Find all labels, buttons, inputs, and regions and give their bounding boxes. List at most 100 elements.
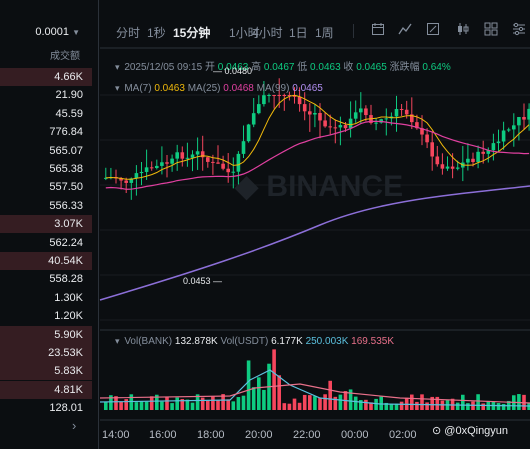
low-value: 0.0463 bbox=[310, 62, 341, 73]
candle-body bbox=[359, 108, 363, 113]
candle-body bbox=[190, 154, 195, 158]
vol-usdt-label: Vol(USDT) bbox=[220, 336, 269, 347]
timeframe-tab[interactable]: 1周 bbox=[315, 26, 334, 40]
precision-selector[interactable]: 0.0001 ▼ bbox=[35, 26, 80, 38]
grid-icon[interactable] bbox=[484, 22, 498, 39]
time-tick-label: 02:00 bbox=[389, 429, 417, 441]
time-tick-label: 16:00 bbox=[149, 429, 177, 441]
candle-body bbox=[160, 162, 164, 166]
candle-body bbox=[297, 96, 302, 105]
candle-body bbox=[134, 173, 139, 179]
candle-body bbox=[119, 178, 123, 181]
change-value: 0.64% bbox=[422, 62, 451, 73]
change-label: 涨跌幅 bbox=[389, 62, 420, 73]
candle-body bbox=[364, 108, 368, 116]
time-tick-label: 18:00 bbox=[197, 429, 225, 441]
candle-body bbox=[277, 95, 281, 96]
volume-bar bbox=[496, 403, 501, 410]
volume-bar bbox=[313, 396, 317, 410]
volume-bar bbox=[155, 394, 159, 410]
volume-bar bbox=[481, 403, 485, 410]
volume-bar bbox=[527, 403, 530, 410]
volume-row: 1.20K bbox=[54, 310, 83, 323]
indicator-icon[interactable] bbox=[398, 22, 412, 39]
volume-bar bbox=[410, 394, 414, 410]
timeframe-tab[interactable]: 1日 bbox=[289, 26, 308, 40]
candle-body bbox=[476, 151, 480, 162]
volume-bar bbox=[369, 402, 373, 410]
volume-bar bbox=[124, 399, 128, 410]
collapse-caret-icon[interactable]: ▾ bbox=[115, 336, 120, 346]
candle-body bbox=[155, 165, 159, 169]
timeframe-tab[interactable]: 1秒 bbox=[147, 26, 166, 40]
volume-bar bbox=[425, 402, 429, 410]
volume-bar bbox=[364, 399, 368, 410]
calendar-icon[interactable] bbox=[371, 22, 385, 39]
time-tick-label: 20:00 bbox=[245, 429, 273, 441]
candle-body bbox=[313, 112, 317, 115]
volume-legend: ▾ Vol(BANK) 132.878K Vol(USDT) 6.177K 25… bbox=[115, 336, 394, 347]
volume-bar bbox=[348, 389, 353, 410]
watermark-icon: ⊙ bbox=[432, 425, 442, 437]
time-tick-label: 00:00 bbox=[341, 429, 369, 441]
high-marker-value: 0.0480 bbox=[224, 66, 253, 76]
vol-bank-label: Vol(BANK) bbox=[124, 336, 173, 347]
volume-row: 45.59 bbox=[55, 107, 83, 120]
vol-bank-value: 132.878K bbox=[174, 336, 218, 347]
timeframe-tab[interactable]: 分时 bbox=[116, 26, 141, 40]
volume-bar bbox=[109, 395, 113, 410]
ma25-value: 0.0468 bbox=[223, 83, 254, 94]
vol-ma2-value: 169.535K bbox=[351, 336, 394, 347]
candle-body bbox=[527, 108, 530, 120]
volume-bar bbox=[287, 403, 292, 410]
timeframe-tab[interactable]: 4小时 bbox=[252, 26, 283, 40]
volume-bar bbox=[430, 396, 434, 410]
volume-bar bbox=[160, 401, 164, 410]
candle-body bbox=[165, 162, 169, 164]
timeframe-tab[interactable]: 1小时 bbox=[229, 26, 260, 40]
candle-body bbox=[292, 95, 297, 97]
volume-column-header: 成交额 bbox=[50, 51, 80, 62]
volume-bar bbox=[236, 397, 241, 410]
volume-row: 558.28 bbox=[49, 273, 83, 286]
volume-bar bbox=[185, 399, 190, 410]
close-value: 0.0465 bbox=[356, 62, 387, 73]
timeframe-tab[interactable]: 15分钟 bbox=[173, 26, 211, 40]
settings-icon[interactable] bbox=[512, 22, 526, 39]
draw-tool-icon[interactable] bbox=[426, 22, 440, 39]
chart-toolbar: 分时 1秒 15分钟 1小时 4小时 1日 1周 bbox=[100, 0, 530, 44]
chevron-down-icon: ▼ bbox=[72, 28, 80, 37]
candle-body bbox=[410, 114, 414, 123]
candle-body bbox=[267, 95, 271, 96]
volume-bar bbox=[149, 396, 154, 410]
volume-bar bbox=[170, 403, 174, 410]
collapse-caret-icon[interactable]: ▾ bbox=[115, 83, 120, 93]
candle-body bbox=[272, 95, 276, 96]
vol-ma1-value: 250.003K bbox=[305, 336, 349, 347]
volume-bar bbox=[384, 402, 389, 410]
volume-row: 128.01 bbox=[49, 402, 83, 415]
volume-row: 5.90K bbox=[0, 325, 92, 344]
volume-bar bbox=[318, 397, 322, 410]
volume-bar bbox=[175, 397, 179, 410]
volume-bar bbox=[399, 401, 404, 410]
candle-body bbox=[257, 104, 261, 114]
candle-body bbox=[282, 95, 287, 96]
volume-bar bbox=[129, 394, 134, 410]
volume-bar bbox=[114, 396, 118, 410]
volume-bar bbox=[180, 399, 185, 410]
candle-body bbox=[481, 151, 485, 154]
volume-bar bbox=[165, 397, 169, 410]
candle-body bbox=[445, 166, 450, 169]
candle-body bbox=[496, 141, 501, 144]
candle-body bbox=[287, 95, 292, 96]
volume-bar bbox=[338, 394, 343, 410]
candle-body bbox=[522, 117, 526, 120]
candle-body bbox=[353, 112, 358, 119]
volume-bar bbox=[374, 398, 378, 410]
candle-style-icon[interactable] bbox=[456, 22, 470, 39]
volume-bar bbox=[251, 387, 256, 410]
chevron-right-icon[interactable]: › bbox=[72, 418, 77, 433]
collapse-caret-icon[interactable]: ▾ bbox=[115, 62, 120, 72]
